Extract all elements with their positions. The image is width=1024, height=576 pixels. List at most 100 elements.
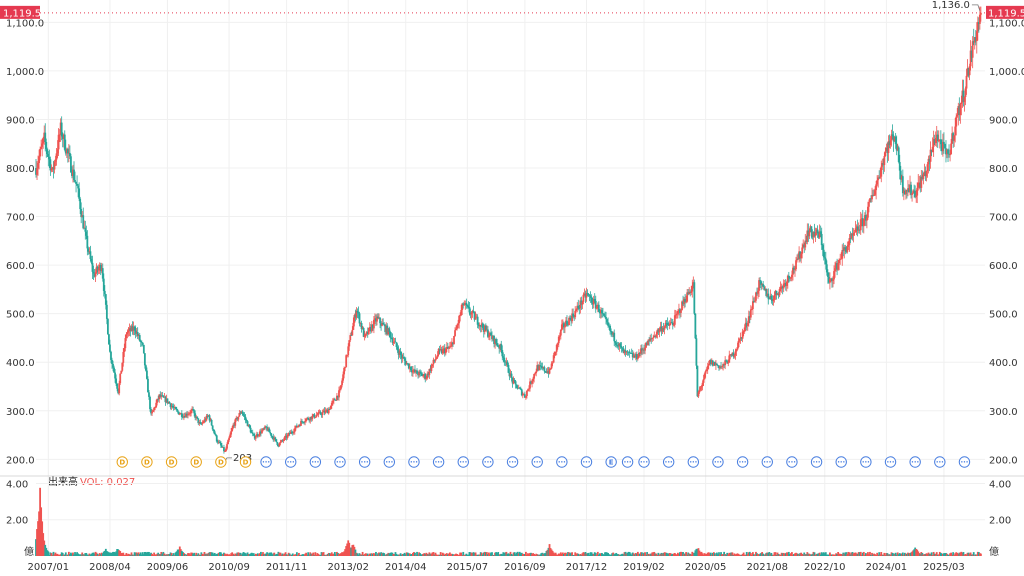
volume-unit-left: 億 (24, 545, 34, 558)
news-event-icon[interactable]: ··· (638, 456, 650, 468)
candle-body (268, 428, 271, 433)
event-icon-ring (687, 456, 700, 468)
news-event-icon[interactable]: ··· (531, 456, 543, 468)
candle-body (366, 331, 369, 335)
volume-bar (876, 552, 879, 556)
volume-bar (918, 553, 921, 556)
news-event-icon[interactable]: ··· (860, 456, 872, 468)
volume-bar (518, 551, 521, 556)
volume-bar (835, 553, 837, 556)
candle-body (729, 354, 732, 356)
news-event-icon[interactable]: ··· (482, 456, 494, 468)
current-price-tag-right-text: 1,119.5 (988, 8, 1024, 19)
news-event-icon[interactable]: ··· (358, 456, 371, 468)
volume-bar (596, 551, 599, 556)
dividend-event-icon[interactable]: D (190, 456, 202, 468)
news-event-icon[interactable]: ··· (285, 456, 297, 468)
news-event-icon[interactable]: ··· (934, 456, 946, 468)
candle-body (681, 301, 683, 311)
candle-body (955, 116, 958, 127)
news-event-icon[interactable]: ··· (556, 456, 568, 468)
news-event-icon[interactable]: ··· (884, 456, 897, 468)
news-event-icon[interactable]: ··· (687, 456, 700, 468)
candlestick-series[interactable] (35, 6, 982, 454)
event-icon-label: ··· (336, 459, 344, 467)
volume-bar (84, 553, 87, 556)
news-event-icon[interactable]: ··· (909, 456, 921, 468)
volume-bar (684, 553, 686, 556)
event-icon-label: ··· (763, 459, 771, 467)
dividend-event-icon[interactable]: D (215, 456, 227, 468)
news-event-icon[interactable]: ··· (432, 456, 445, 468)
volume-bar (645, 554, 647, 556)
news-event-icon[interactable]: ··· (408, 456, 420, 468)
volume-bars[interactable] (35, 487, 982, 556)
news-event-icon[interactable]: ··· (810, 456, 823, 468)
volume-bar (897, 554, 900, 556)
news-event-icon[interactable]: ··· (309, 456, 322, 468)
candle-body (783, 282, 786, 284)
news-event-icon[interactable]: ··· (786, 456, 798, 468)
news-event-icon[interactable]: ··· (334, 456, 346, 468)
volume-bar (505, 551, 508, 556)
candle-body (199, 422, 202, 424)
volume-bar (858, 552, 861, 556)
candle-body (505, 361, 508, 363)
candle-body (843, 247, 846, 251)
volume-bar (471, 552, 474, 556)
candle-body (581, 301, 584, 305)
news-event-icon[interactable]: ··· (621, 456, 634, 468)
candle-body (240, 411, 243, 414)
volume-bar (775, 554, 778, 556)
news-event-icon[interactable]: ··· (260, 456, 272, 468)
volume-bar (231, 552, 234, 556)
dividend-event-icon[interactable]: D (239, 456, 252, 468)
volume-bar (434, 552, 437, 556)
volume-bar (256, 553, 259, 556)
candle-body (191, 409, 194, 411)
volume-bar (865, 553, 868, 556)
candle-body (89, 251, 92, 259)
news-event-icon[interactable]: ··· (662, 456, 675, 468)
event-icon-ring (383, 456, 396, 468)
candle-body (606, 319, 608, 323)
candle-body (434, 358, 437, 361)
volume-bar (293, 554, 296, 556)
candle-body (243, 415, 246, 417)
earnings-event-icon[interactable]: E (605, 456, 617, 468)
x-tick-label: 2009/06 (147, 562, 189, 573)
volume-bar (298, 552, 300, 556)
volume-bar (565, 552, 567, 556)
news-event-icon[interactable]: ··· (457, 456, 469, 468)
event-markers[interactable]: D D D D D D ··· ··· ··· ··· ··· ··· ··· ··· ··· ··· ··· ·… (116, 456, 971, 468)
volume-bar (619, 554, 622, 556)
volume-bar (651, 552, 654, 556)
news-event-icon[interactable]: ··· (835, 456, 847, 468)
volume-bar (542, 553, 545, 556)
volume-bar (908, 553, 910, 556)
volume-bar (67, 551, 70, 556)
y-tick-label-left: 300.0 (6, 407, 35, 418)
candle-body (39, 148, 42, 157)
volume-bar (664, 552, 667, 556)
event-icon-ring (116, 456, 128, 468)
dividend-event-icon[interactable]: D (165, 456, 178, 468)
volume-bar (965, 554, 968, 556)
news-event-icon[interactable]: ··· (712, 456, 724, 468)
news-event-icon[interactable]: ··· (761, 456, 773, 468)
news-event-icon[interactable]: ··· (736, 456, 749, 468)
news-event-icon[interactable]: ··· (383, 456, 396, 468)
candle-body (83, 227, 86, 229)
dividend-event-icon[interactable]: D (116, 456, 128, 468)
news-event-icon[interactable]: ··· (580, 456, 593, 468)
news-event-icon[interactable]: ··· (506, 456, 519, 468)
candle-body (113, 367, 115, 373)
dividend-event-icon[interactable]: D (141, 456, 153, 468)
news-event-icon[interactable]: ··· (958, 456, 971, 468)
candle-body (890, 134, 893, 141)
volume-bar (151, 553, 153, 556)
candle-body (193, 410, 196, 414)
volume-bar (571, 552, 574, 556)
candle-body (418, 371, 420, 376)
